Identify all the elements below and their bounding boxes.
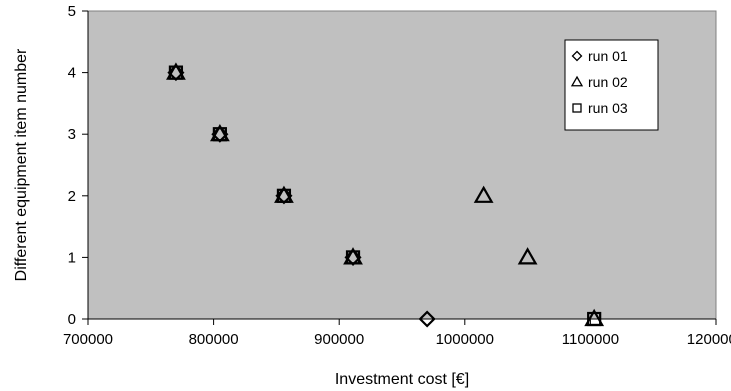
legend-item: run 01 (571, 48, 628, 64)
legend-item: run 02 (570, 74, 628, 90)
y-tick-label: 2 (68, 188, 76, 205)
y-tick-labels: 0 1 2 3 4 5 (68, 3, 88, 328)
diamond-legend-icon (571, 50, 583, 62)
y-tick-label: 5 (68, 3, 76, 20)
x-tick-label: 900000 (314, 331, 364, 348)
triangle-legend-icon (570, 75, 584, 87)
x-tick-label: 800000 (189, 331, 239, 348)
triangle-marker (473, 185, 494, 203)
x-axis-title: Investment cost [€] (335, 371, 469, 388)
x-tick-label: 1200000 (687, 331, 731, 348)
diamond-marker (418, 310, 436, 328)
legend-label: run 02 (588, 74, 628, 90)
square-legend-icon (572, 103, 582, 113)
axes (87, 11, 716, 320)
y-tick-label: 4 (68, 65, 76, 82)
x-tick-labels: 700000 800000 900000 1000000 1100000 1200000 (63, 319, 731, 348)
square-marker (587, 311, 602, 327)
x-tick-label: 700000 (63, 331, 113, 348)
legend-label: run 01 (588, 48, 628, 64)
y-axis-title: Different equipment item number (13, 48, 30, 281)
legend-label: run 03 (588, 100, 628, 116)
x-tick-label: 1100000 (562, 331, 619, 348)
triangle-marker (517, 247, 538, 265)
y-tick-label: 3 (68, 126, 76, 143)
x-tick-label: 1000000 (436, 331, 494, 348)
data-markers (166, 62, 605, 328)
square-marker (212, 127, 227, 142)
square-marker (276, 188, 292, 203)
square-marker (168, 65, 184, 80)
y-tick-label: 0 (68, 311, 76, 328)
legend: run 01 run 02 run 03 (564, 39, 659, 131)
y-tick-label: 1 (68, 249, 76, 266)
legend-item: run 03 (572, 100, 628, 116)
square-marker (345, 250, 361, 265)
